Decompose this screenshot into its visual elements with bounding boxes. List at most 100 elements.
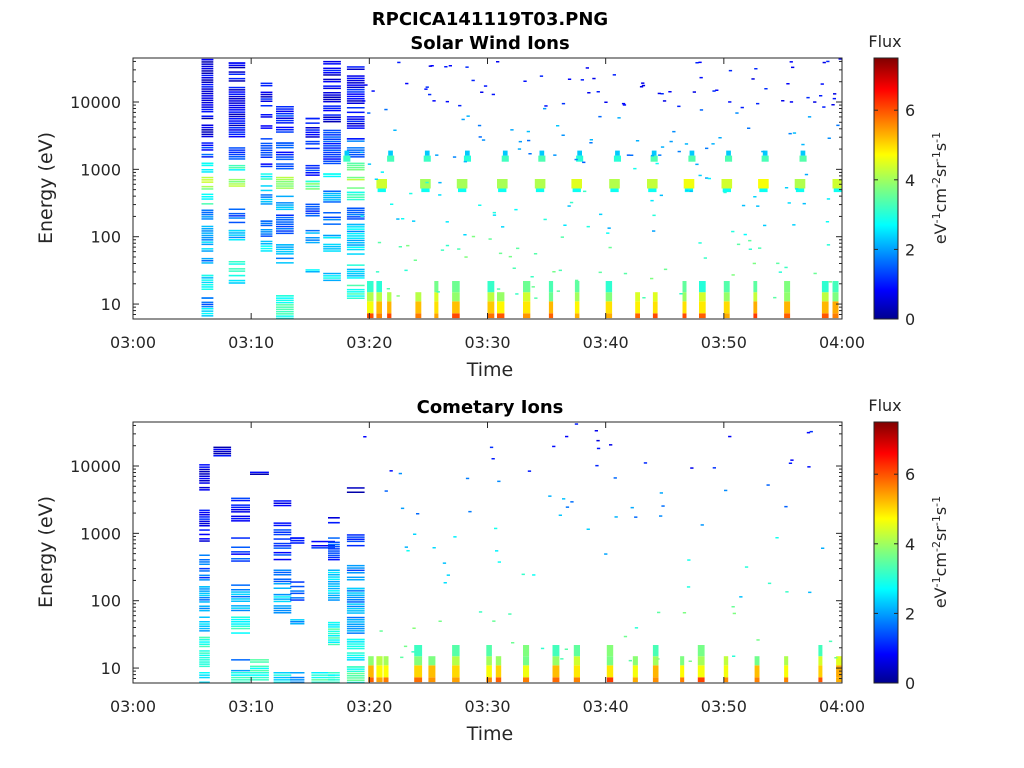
burst-cell: [495, 677, 502, 683]
speckle-cell: [657, 92, 661, 95]
burst-cell: [632, 656, 638, 666]
peak-cell: [498, 188, 507, 193]
speckle-cell: [596, 447, 601, 450]
speckle-cell: [628, 659, 632, 662]
burst-cell: [573, 665, 580, 678]
speckle-cell: [686, 586, 691, 588]
speckle-cell: [834, 657, 838, 659]
spectrogram-cell: [276, 246, 294, 248]
speckle-cell: [607, 227, 611, 229]
spectrogram-cell: [323, 72, 341, 74]
speckle-cell: [587, 92, 591, 94]
spectrogram-cell: [273, 571, 292, 574]
spectrogram-cell: [346, 659, 365, 661]
spectrogram-cell: [228, 115, 246, 118]
speckle-cell: [756, 102, 760, 105]
spectrogram-cell: [346, 151, 365, 154]
spectrogram-cell: [201, 115, 214, 117]
spectrogram-cell: [199, 489, 210, 491]
speckle-cell: [552, 271, 556, 273]
peak-cell: [761, 155, 769, 162]
speckle-cell: [682, 612, 687, 614]
spectrogram-cell: [276, 299, 294, 302]
peak-cell: [344, 150, 350, 156]
spectrogram-cell: [201, 117, 214, 120]
spectrogram-cell: [250, 669, 269, 672]
speckle-cell: [626, 154, 631, 156]
spectrogram-cell: [273, 676, 292, 679]
spectrogram-cell: [290, 542, 305, 544]
spectrogram-cell: [201, 262, 214, 264]
spectrogram-cell: [199, 596, 210, 599]
spectrogram-cell: [323, 69, 341, 72]
burst-cell: [487, 281, 495, 293]
speckle-cell: [785, 591, 789, 593]
spectrogram-cell: [260, 149, 273, 152]
spectrogram-cell: [328, 632, 340, 635]
speckle-cell: [458, 104, 462, 107]
spectrogram-cell: [276, 185, 294, 187]
burst-cell: [836, 665, 842, 678]
spectrogram-cell: [276, 257, 294, 260]
spectrogram-cell: [201, 236, 214, 239]
spectrogram-cell: [276, 297, 294, 299]
spectrogram-cell: [201, 133, 214, 136]
spectrogram-cell: [346, 627, 365, 630]
spectrogram-cell: [346, 654, 365, 657]
spectrogram-cell: [346, 293, 365, 295]
spectrogram-cell: [273, 609, 292, 612]
spectrogram-cell: [199, 605, 210, 607]
spectrogram-cell: [323, 134, 341, 136]
speckle-cell: [508, 255, 512, 258]
spectrogram-cell: [273, 587, 292, 589]
speckle-cell: [748, 239, 752, 242]
spectrogram-cell: [201, 274, 214, 277]
spectrogram-cell: [290, 539, 305, 542]
burst-cell: [428, 677, 436, 683]
speckle-cell: [416, 513, 420, 515]
spectrogram-cell: [346, 68, 365, 70]
spectrogram-cell: [231, 511, 250, 513]
colorbar-gradient: [873, 57, 899, 320]
burst-cell: [387, 292, 392, 302]
speckle-cell: [707, 177, 711, 180]
spectrogram-cell: [276, 151, 294, 154]
peak-cell: [421, 188, 430, 193]
spectrogram-cell: [250, 659, 269, 661]
speckle-cell: [428, 65, 432, 67]
burst-cell: [367, 301, 374, 314]
spectrogram-cell: [323, 116, 341, 118]
spectrogram-cell: [346, 569, 365, 572]
burst-cell: [573, 656, 580, 666]
spectrogram-cell: [346, 538, 365, 540]
spectrogram-cell: [201, 92, 214, 95]
spectrogram-cell: [260, 142, 273, 145]
speckle-cell: [776, 262, 780, 265]
spectrogram-cell: [201, 234, 214, 237]
peak-cell: [762, 150, 768, 156]
spectrogram-cell: [199, 607, 210, 610]
spectrogram-cell: [346, 284, 365, 287]
spectrogram-cell: [201, 297, 214, 299]
spectrogram-cell: [199, 570, 210, 572]
peak-cell: [833, 188, 842, 193]
spectrogram-cell: [199, 567, 210, 570]
burst-cell: [574, 281, 580, 293]
spectrogram-cell: [276, 230, 294, 232]
speckle-cell: [363, 436, 367, 438]
spectrogram-cell: [201, 83, 214, 86]
speckle-cell: [463, 234, 467, 236]
burst-cell: [652, 665, 659, 678]
spectrogram-cell: [199, 563, 210, 565]
peak-cell: [465, 150, 470, 156]
speckle-cell: [806, 96, 810, 99]
burst-cell: [387, 301, 392, 314]
speckle-cell: [496, 61, 500, 63]
spectrogram-cell: [201, 144, 214, 147]
speckle-cell: [585, 67, 589, 69]
peak-cell: [535, 188, 545, 193]
speckle-cell: [521, 573, 525, 576]
speckle-cell: [792, 224, 796, 226]
speckle-cell: [508, 613, 512, 615]
spectrogram-cell: [276, 178, 294, 181]
